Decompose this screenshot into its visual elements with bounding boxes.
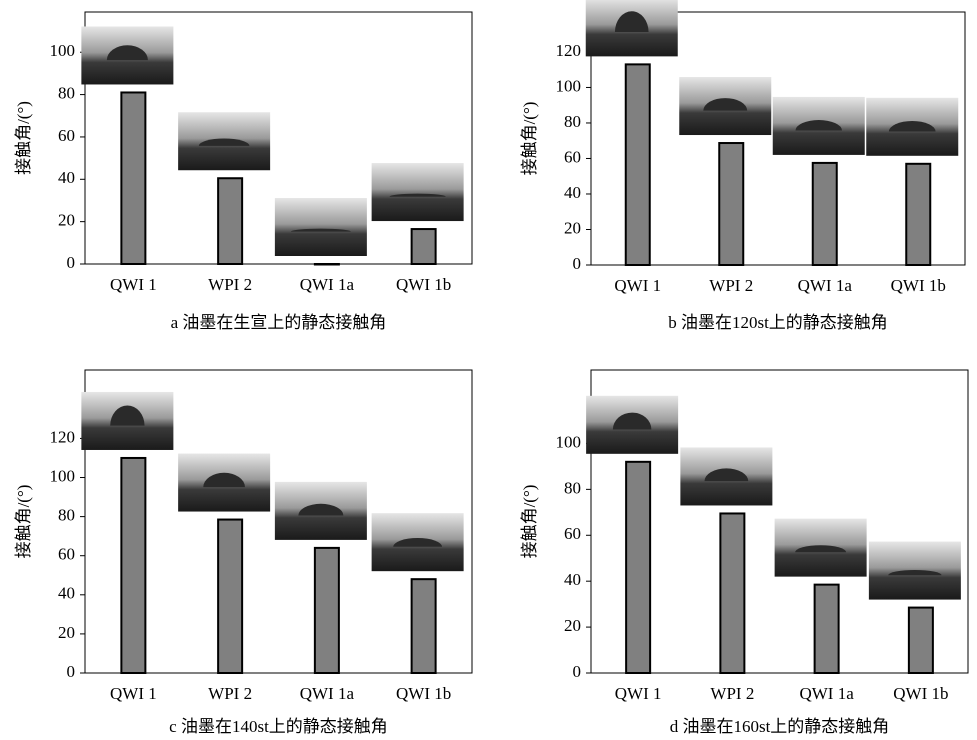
y-axis-label: 接触角/(°) (520, 102, 539, 176)
caption: a 油墨在生宣上的静态接触角 (171, 313, 387, 332)
y-tick-label: 20 (58, 623, 75, 642)
droplet-photo (275, 198, 367, 256)
y-axis-label: 接触角/(°) (520, 485, 539, 559)
y-tick-label: 100 (50, 41, 76, 60)
bar (315, 548, 339, 673)
bar (719, 143, 743, 265)
bar (315, 264, 339, 265)
bar (813, 163, 837, 265)
droplet-photo (372, 513, 464, 571)
y-axis-label: 接触角/(°) (14, 485, 33, 559)
y-tick-label: 20 (58, 211, 75, 230)
caption: c 油墨在140st上的静态接触角 (169, 717, 388, 736)
bar (815, 585, 839, 673)
bar (121, 92, 145, 264)
bar (218, 520, 242, 673)
y-tick-label: 60 (564, 524, 581, 543)
droplet-photo (869, 542, 961, 600)
bar (626, 64, 650, 265)
droplet-photo (81, 392, 173, 450)
y-tick-label: 80 (564, 112, 581, 131)
photo-background (275, 198, 367, 256)
y-tick-label: 100 (556, 432, 582, 451)
x-tick-label: QWI 1 (614, 276, 661, 295)
y-tick-label: 40 (564, 183, 581, 202)
bar (412, 229, 436, 264)
y-tick-label: 0 (573, 254, 582, 273)
droplet-photo (586, 396, 678, 454)
bar (218, 178, 242, 264)
y-tick-label: 120 (556, 41, 582, 60)
bar (909, 608, 933, 673)
caption: d 油墨在160st上的静态接触角 (670, 717, 890, 736)
y-axis-label: 接触角/(°) (14, 101, 33, 175)
bar (720, 513, 744, 673)
droplet-photo (586, 0, 678, 56)
x-tick-label: QWI 1a (300, 684, 355, 703)
y-tick-label: 100 (50, 466, 76, 485)
y-tick-label: 60 (58, 126, 75, 145)
x-tick-label: QWI 1a (798, 276, 853, 295)
x-tick-label: WPI 2 (709, 276, 753, 295)
photo-background (372, 163, 464, 221)
droplet-photo (178, 112, 270, 170)
x-tick-label: WPI 2 (208, 275, 252, 294)
y-tick-label: 120 (50, 427, 76, 446)
droplet-photo (81, 26, 173, 84)
x-tick-label: QWI 1a (300, 275, 355, 294)
y-tick-label: 20 (564, 218, 581, 237)
y-tick-label: 0 (67, 662, 76, 681)
bar (121, 458, 145, 673)
y-tick-label: 80 (58, 506, 75, 525)
caption: b 油墨在120st上的静态接触角 (668, 313, 888, 332)
x-tick-label: QWI 1b (396, 684, 451, 703)
droplet-photo (866, 98, 958, 156)
y-tick-label: 20 (564, 616, 581, 635)
x-tick-label: QWI 1b (893, 684, 948, 703)
bar (626, 462, 650, 673)
y-tick-label: 40 (58, 168, 75, 187)
bar (906, 164, 930, 265)
y-tick-label: 0 (67, 253, 76, 272)
x-tick-label: QWI 1 (110, 684, 157, 703)
x-tick-label: WPI 2 (208, 684, 252, 703)
y-tick-label: 40 (564, 570, 581, 589)
x-tick-label: QWI 1a (799, 684, 854, 703)
x-tick-label: QWI 1b (891, 276, 946, 295)
chart-panel: 0 20 40 60 80 100 接触角/(°) a 油墨在生宣上的静态接触角 QWI 1 WP… (14, 12, 472, 332)
chart-panel: 0 20 40 60 80 100 120 接触角/(°) c 油墨在140st上的静态接触角 Q… (14, 370, 472, 736)
y-tick-label: 100 (556, 76, 582, 95)
y-tick-label: 80 (58, 83, 75, 102)
x-tick-label: WPI 2 (710, 684, 754, 703)
droplet-photo (773, 97, 865, 155)
x-tick-label: QWI 1 (615, 684, 662, 703)
y-tick-label: 80 (564, 478, 581, 497)
bar (412, 579, 436, 673)
droplet-photo (775, 519, 867, 577)
y-tick-label: 60 (58, 545, 75, 564)
y-tick-label: 0 (573, 662, 582, 681)
x-tick-label: QWI 1b (396, 275, 451, 294)
y-tick-label: 40 (58, 584, 75, 603)
figure: 0 20 40 60 80 100 接触角/(°) a 油墨在生宣上的静态接触角 QWI 1 WP… (0, 0, 977, 740)
x-tick-label: QWI 1 (110, 275, 157, 294)
droplet-photo (680, 447, 772, 505)
y-tick-label: 60 (564, 147, 581, 166)
droplet-photo (178, 454, 270, 512)
droplet-photo (372, 163, 464, 221)
droplet-photo (275, 482, 367, 540)
droplet-photo (679, 77, 771, 135)
